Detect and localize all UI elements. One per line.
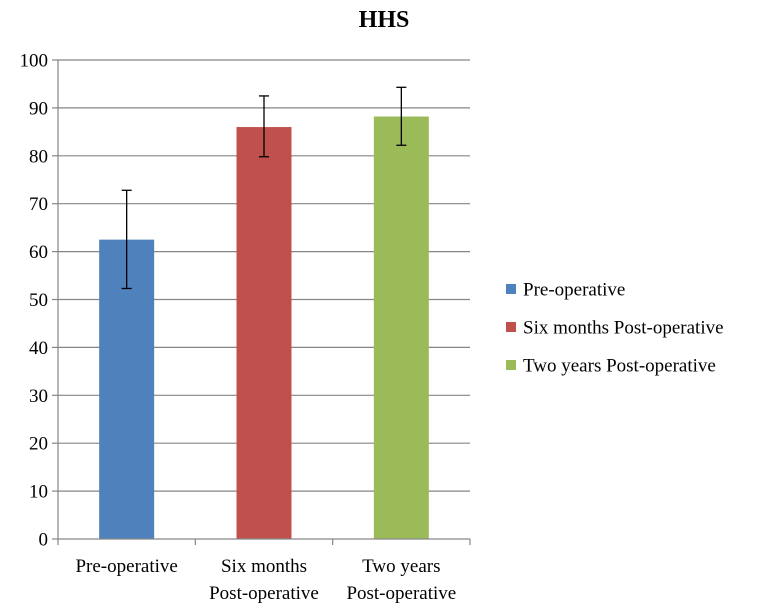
y-tick-label: 70 [29, 194, 48, 215]
legend-swatch [506, 284, 516, 294]
legend: Pre-operative Six months Post-operative Tw… [506, 280, 724, 377]
y-tick-label: 100 [20, 51, 49, 72]
y-tick-label: 50 [29, 290, 48, 311]
category-label: Post-operative [346, 583, 456, 604]
error-bar [121, 189, 132, 290]
y-tick-label: 30 [29, 386, 48, 407]
bar [236, 127, 292, 539]
legend-swatch [506, 360, 516, 370]
legend-item: Two years Post-operative [506, 356, 716, 377]
category-label: Post-operative [209, 583, 319, 604]
y-tick-label: 10 [29, 482, 48, 503]
bar [373, 116, 429, 539]
y-tick-label: 80 [29, 146, 48, 167]
error-bar [259, 95, 269, 158]
y-tick-label: 90 [29, 98, 48, 119]
category-label: Six months [221, 556, 307, 577]
legend-label: Six months Post-operative [523, 318, 724, 339]
bar [99, 239, 155, 539]
y-tick-labels: 0 10 20 30 40 50 60 70 80 90 100 [20, 51, 58, 551]
y-tick-label: 60 [29, 242, 48, 263]
legend-swatch [506, 322, 516, 332]
legend-item: Pre-operative [506, 280, 625, 301]
error-bars [121, 86, 407, 290]
y-tick-label: 40 [29, 338, 48, 359]
chart-title: HHS [359, 7, 410, 33]
y-tick-label: 20 [29, 434, 48, 455]
error-bar [396, 86, 407, 146]
legend-label: Two years Post-operative [523, 356, 716, 377]
category-label: Two years [362, 556, 440, 577]
y-tick-label: 0 [39, 530, 49, 551]
legend-item: Six months Post-operative [506, 318, 724, 339]
bars [99, 116, 429, 539]
legend-label: Pre-operative [523, 280, 625, 301]
category-labels: Pre-operative Six months Post-operative Two… [57, 539, 471, 604]
category-label: Pre-operative [75, 556, 177, 577]
